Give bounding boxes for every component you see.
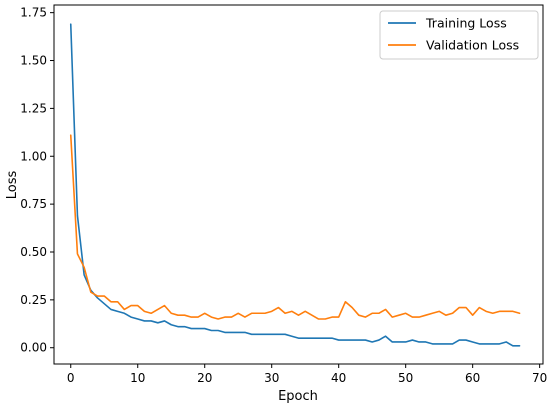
x-axis-ticks: 0 10 20 30 40 50 60 70 (67, 364, 547, 385)
x-tick-label: 40 (331, 371, 346, 385)
y-tick-label: 0.00 (20, 341, 47, 355)
y-tick-label: 1.50 (20, 54, 47, 68)
y-axis-title: Loss (5, 171, 20, 200)
y-tick-label: 1.00 (20, 149, 47, 163)
legend-label-training-loss: Training Loss (425, 16, 507, 31)
x-axis-title: Epoch (278, 389, 318, 404)
y-tick-label: 0.25 (20, 293, 47, 307)
x-tick-label: 10 (130, 371, 145, 385)
x-tick-label: 0 (67, 371, 75, 385)
y-tick-label: 0.50 (20, 245, 47, 259)
series-layer (69, 23, 521, 347)
plot-area-frame (53, 4, 544, 365)
y-tick-label: 0.75 (20, 197, 47, 211)
x-tick-label: 50 (398, 371, 413, 385)
series-line-validation-loss (69, 134, 521, 320)
x-tick-label: 20 (197, 371, 212, 385)
x-tick-label: 30 (264, 371, 279, 385)
legend: Training Loss Validation Loss (379, 10, 539, 60)
series-line-training-loss (69, 23, 521, 347)
y-tick-label: 1.25 (20, 101, 47, 115)
x-tick-label: 70 (532, 371, 547, 385)
x-tick-label: 60 (465, 371, 480, 385)
y-tick-label: 1.75 (20, 6, 47, 20)
y-axis-ticks: 0.00 0.25 0.50 0.75 1.00 1.25 1.50 1.75 (20, 6, 54, 355)
legend-label-validation-loss: Validation Loss (426, 38, 519, 53)
legend-box (379, 10, 539, 60)
